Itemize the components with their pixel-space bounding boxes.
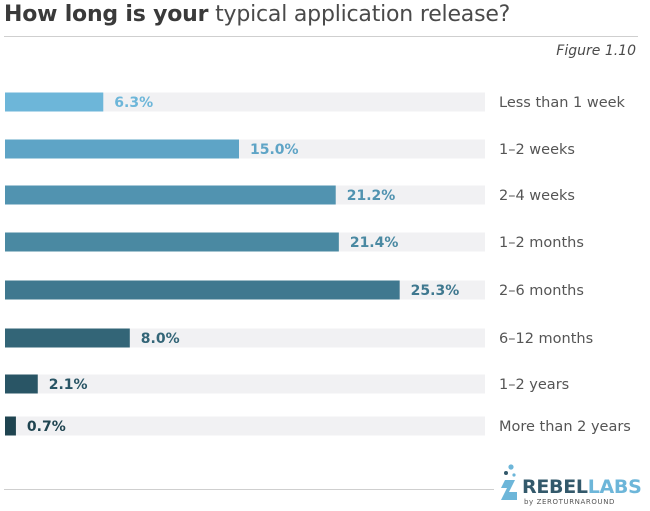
title-light: typical application release? (215, 2, 511, 27)
figure-label: Figure 1.10 (556, 43, 636, 59)
bar (5, 416, 16, 436)
data-label: 15.0% (250, 142, 299, 158)
logo-rebel: REBEL (522, 476, 588, 498)
bar (5, 374, 38, 394)
bar (5, 280, 400, 300)
category-label: 2–4 weeks (499, 188, 575, 204)
bar (5, 185, 336, 205)
chart-title: How long is your typical application rel… (4, 2, 510, 27)
bar-track (5, 416, 485, 436)
logo-wordmark: REBELLABS (522, 476, 642, 498)
rebellabs-logo: REBELLABS by ZEROTURNAROUND (498, 462, 648, 508)
title-bold: How long is your (4, 2, 209, 27)
bar (5, 92, 104, 112)
bar (5, 232, 339, 252)
data-label: 2.1% (49, 377, 88, 393)
bar-track (5, 92, 485, 112)
footer-divider (4, 489, 494, 490)
bar (5, 328, 130, 348)
data-label: 25.3% (411, 283, 460, 299)
category-label: 1–2 months (499, 235, 584, 251)
logo-subtitle: by ZEROTURNAROUND (524, 498, 616, 506)
data-label: 6.3% (114, 95, 153, 111)
data-label: 8.0% (141, 331, 180, 347)
data-label: 0.7% (27, 419, 66, 435)
bar-chart: 6.3% Less than 1 week 15.0% 1–2 weeks 21.2% 2… (5, 92, 631, 436)
category-label: 2–6 months (499, 283, 584, 299)
logo-labs: LABS (587, 476, 642, 498)
flask-logo-icon (501, 464, 517, 500)
data-label: 21.2% (347, 188, 396, 204)
bar-track (5, 374, 485, 394)
bar (5, 139, 239, 159)
category-label: 6–12 months (499, 331, 593, 347)
category-label: 1–2 years (499, 377, 569, 393)
title-divider (4, 36, 638, 37)
category-label: More than 2 years (499, 419, 631, 435)
category-label: 1–2 weeks (499, 142, 575, 158)
data-label: 21.4% (350, 235, 399, 251)
category-label: Less than 1 week (499, 95, 626, 111)
